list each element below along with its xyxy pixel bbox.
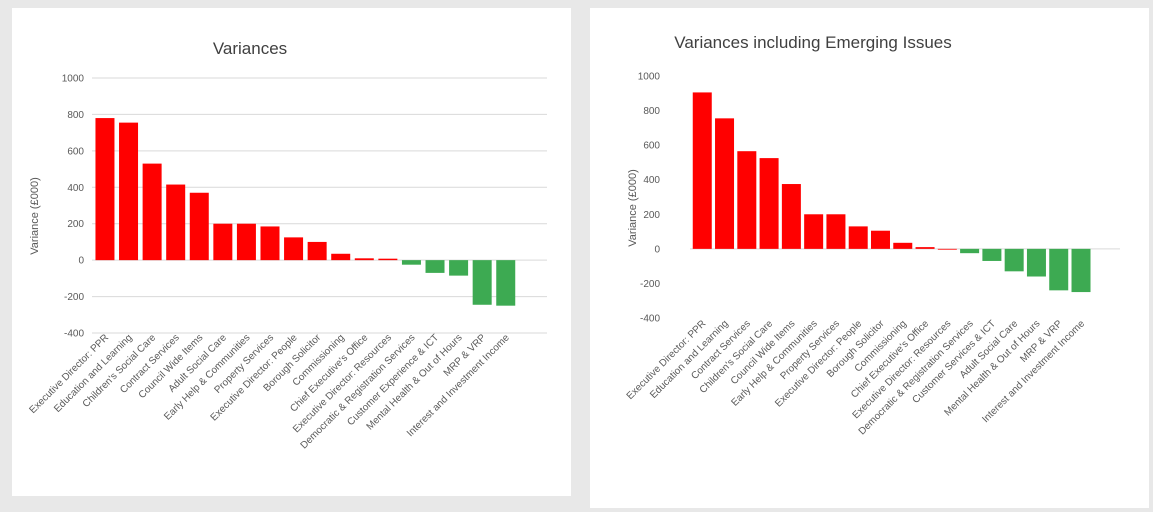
y-tick-label: 600 [67,146,84,157]
bar-interest-and-investment-income [1071,248,1091,293]
bar-customer-services-ict [982,248,1002,261]
bar-mrp-vrp [1049,248,1069,291]
bar-chief-executive-s-office [354,258,374,261]
y-tick-label: 800 [643,106,660,117]
y-tick-label: 400 [643,175,660,186]
bar-contract-services [737,151,757,249]
y-tick-label: -200 [640,279,660,290]
y-axis-label: Variance (£000) [627,169,639,246]
bar-council-wide-items [189,192,209,261]
bar-adult-social-care [1004,248,1024,272]
chart-title: Variances including Emerging Issues [674,33,952,52]
y-tick-label: 400 [67,183,84,194]
bar-mental-health-out-of-hours [449,260,469,276]
y-tick-label: 1000 [62,74,85,85]
bar-executive-director-ppr [95,118,115,261]
bar-interest-and-investment-income [496,260,516,306]
bar-adult-social-care [213,223,233,261]
y-tick-label: 600 [643,141,660,152]
bar-executive-director-people [848,226,868,249]
y-tick-label: -400 [64,329,84,340]
variances-emerging-chart: Variances including Emerging Issues Vari… [625,33,1120,437]
bar-mental-health-out-of-hours [1026,248,1046,277]
y-tick-label: 200 [643,210,660,221]
bar-chief-executive-s-office [915,247,935,249]
bar-children-s-social-care [759,158,779,249]
y-tick-label: -200 [64,292,84,303]
bar-borough-solicitor [307,241,327,261]
y-tick-label: -400 [640,314,660,325]
chart-panel-variances-emerging: Variances including Emerging Issues Vari… [590,8,1149,508]
bar-executive-director-resources [937,248,957,250]
bar-children-s-social-care [142,163,162,261]
bar-contract-services [166,184,186,261]
bar-commissioning [331,253,351,261]
bar-education-and-learning [119,122,139,261]
bar-early-help-communities [804,214,824,249]
bar-customer-experience-ict [425,260,445,273]
chart-panel-variances: Variances Variance (£000) -400 -200 0 200 40… [12,8,571,496]
bar-council-wide-items [781,184,801,249]
y-axis-label: Variance (£000) [29,177,41,254]
y-tick-label: 0 [78,256,84,267]
bar-early-help-communities [236,223,256,261]
bar-mrp-vrp [472,260,492,305]
bar-borough-solicitor [870,230,890,249]
y-tick-label: 800 [67,110,84,121]
chart-title: Variances [213,39,287,58]
bar-property-services [826,214,846,249]
variances-chart: Variances Variance (£000) -400 -200 0 200 40… [27,39,547,451]
bar-education-and-learning [715,118,735,249]
y-tick-label: 1000 [638,72,661,83]
bar-executive-director-resources [378,258,398,261]
bar-democratic-registration-services [960,248,980,254]
bar-commissioning [893,242,913,249]
bar-executive-director-ppr [692,92,712,249]
bar-property-services [260,226,280,261]
bar-executive-director-people [284,237,304,261]
bar-democratic-registration-services [401,260,421,265]
y-tick-label: 0 [654,244,660,255]
y-tick-label: 200 [67,219,84,230]
